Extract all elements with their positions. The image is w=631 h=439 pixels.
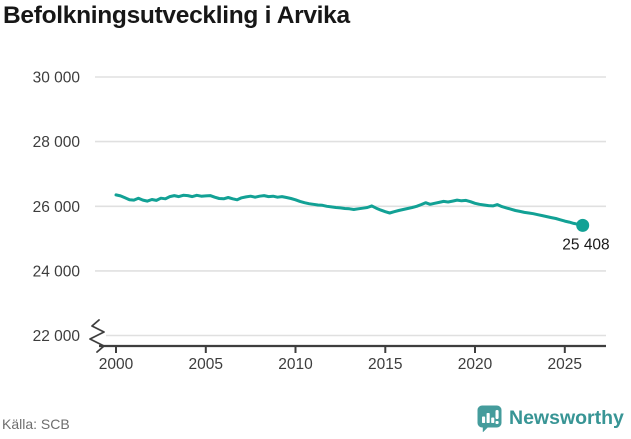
x-tick-label: 2010 bbox=[278, 356, 313, 373]
exclamation-bar-icon bbox=[495, 410, 499, 419]
x-tick-label: 2020 bbox=[458, 356, 493, 373]
x-tick-label: 2015 bbox=[368, 356, 402, 373]
latest-value-label: 25 408 bbox=[562, 236, 609, 253]
y-tick-label: 22 000 bbox=[33, 328, 81, 345]
y-tick-label: 30 000 bbox=[33, 70, 81, 87]
population-line bbox=[114, 193, 585, 227]
population-chart: 22 000 24 000 26 000 28 000 30 000 2000 2005 20… bbox=[33, 70, 610, 374]
x-tick-label: 2000 bbox=[99, 356, 134, 373]
exclamation-dot-icon bbox=[495, 421, 499, 424]
page-title: Befolkningsutveckling i Arvika bbox=[3, 2, 350, 29]
y-tick-label: 24 000 bbox=[33, 263, 81, 280]
brand-name: Newsworthy bbox=[509, 407, 624, 429]
x-tick-label: 2005 bbox=[189, 356, 223, 373]
bar-icon-3 bbox=[491, 417, 495, 423]
y-tick-label: 26 000 bbox=[33, 199, 81, 216]
bar-icon-1 bbox=[482, 416, 486, 423]
newsworthy-bubble-icon bbox=[477, 405, 502, 432]
source-label: Källa: SCB bbox=[2, 416, 70, 432]
latest-point-marker bbox=[576, 218, 590, 232]
bar-icon-2 bbox=[486, 413, 490, 423]
newsworthy-logo: Newsworthy bbox=[477, 405, 624, 432]
x-tick-label: 2025 bbox=[548, 356, 582, 373]
y-tick-label: 28 000 bbox=[33, 134, 81, 151]
axis-break-icon bbox=[89, 319, 105, 353]
